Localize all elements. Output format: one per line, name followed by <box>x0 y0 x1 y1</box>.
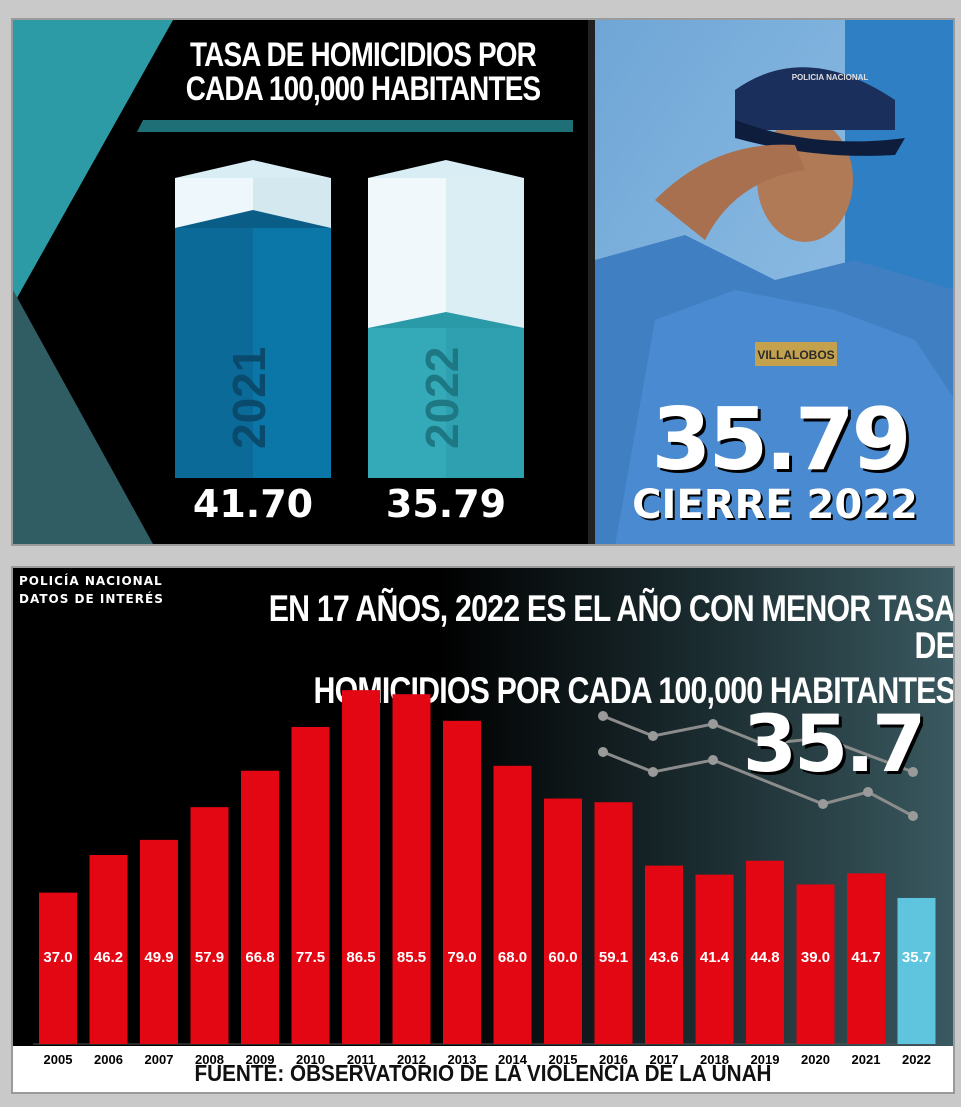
x-tick-2012: 2012 <box>397 1052 426 1067</box>
bar-value-label-2022: 35.7 <box>902 949 931 966</box>
bar-value-label-2005: 37.0 <box>43 949 72 966</box>
teal-lower-shape <box>13 290 153 544</box>
teal-corner-shape <box>13 20 173 305</box>
bar-value-label-2013: 79.0 <box>447 949 476 966</box>
bar-2005 <box>39 892 77 1044</box>
value-2022: 35.79 <box>385 482 507 526</box>
bar-2009 <box>241 770 279 1044</box>
year-label-2022: 2022 <box>416 346 468 449</box>
column-2021 <box>175 160 331 496</box>
x-tick-2009: 2009 <box>246 1052 275 1067</box>
value-2021: 41.70 <box>192 482 314 526</box>
bar-value-label-2008: 57.9 <box>195 949 224 966</box>
column-2022 <box>368 160 524 478</box>
police-officer-photo: VILLALOBOS POLICIA NACIONAL 35.79 CIERRE… <box>595 20 953 544</box>
bar-2007 <box>140 839 178 1044</box>
bar-2011 <box>342 690 380 1044</box>
corner-line2: DATOS DE INTERÉS <box>19 592 164 606</box>
bar-value-label-2006: 46.2 <box>94 949 123 966</box>
bar-value-label-2015: 60.0 <box>548 949 577 966</box>
x-tick-2019: 2019 <box>751 1052 780 1067</box>
nametag-text: VILLALOBOS <box>757 348 834 362</box>
bar-value-label-2018: 41.4 <box>700 949 730 966</box>
x-tick-2016: 2016 <box>599 1052 628 1067</box>
bar-2016 <box>594 802 633 1044</box>
x-tick-2007: 2007 <box>145 1052 174 1067</box>
bar-value-label-2012: 85.5 <box>397 949 426 966</box>
corner-label: POLICÍA NACIONAL DATOS DE INTERÉS <box>19 572 164 608</box>
title-underline-bar <box>137 120 573 132</box>
highlight-value: 35.79 <box>651 390 911 490</box>
bar-value-label-2009: 66.8 <box>245 949 274 966</box>
bottom-highlight-value: 35.7 <box>742 700 926 790</box>
bottom-panel: POLICÍA NACIONAL DATOS DE INTERÉS EN 17 … <box>11 566 955 1094</box>
bar-value-label-2017: 43.6 <box>649 949 678 966</box>
top-panel: TASA DE HOMICIDIOS POR CADA 100,000 HABI… <box>11 18 955 546</box>
x-tick-2020: 2020 <box>801 1052 830 1067</box>
bottom-title-line1: EN 17 AÑOS, 2022 ES EL AÑO CON MENOR TAS… <box>268 588 955 666</box>
bar-value-label-2007: 49.9 <box>144 949 173 966</box>
officer-illustration: VILLALOBOS POLICIA NACIONAL <box>595 20 953 544</box>
corner-line1: POLICÍA NACIONAL <box>19 574 163 588</box>
top-title-line2: CADA 100,000 HABITANTES <box>185 70 541 108</box>
bar-2021 <box>847 873 885 1044</box>
panel-divider <box>588 20 596 544</box>
x-tick-2018: 2018 <box>700 1052 729 1067</box>
bar-2013 <box>443 720 481 1044</box>
bar-2017 <box>645 865 683 1044</box>
bar-2022 <box>897 897 936 1044</box>
top-panel-background <box>13 20 596 544</box>
bar-value-label-2021: 41.7 <box>851 949 880 966</box>
highlight-caption: CIERRE 2022 <box>632 482 918 528</box>
bar-2006 <box>89 855 128 1044</box>
bar-2019 <box>746 860 784 1044</box>
bar-value-label-2010: 77.5 <box>296 949 325 966</box>
x-tick-2013: 2013 <box>448 1052 477 1067</box>
cap-badge-text: POLICIA NACIONAL <box>792 73 869 82</box>
x-tick-2006: 2006 <box>94 1052 123 1067</box>
x-tick-2011: 2011 <box>347 1052 375 1067</box>
bar-2014 <box>493 765 532 1044</box>
x-tick-2022: 2022 <box>902 1052 931 1067</box>
bar-value-label-2020: 39.0 <box>801 949 830 966</box>
year-label-2021: 2021 <box>223 346 275 449</box>
x-tick-2008: 2008 <box>195 1052 224 1067</box>
bar-2018 <box>695 874 734 1044</box>
bar-2008 <box>190 807 229 1044</box>
axis-band <box>13 1046 953 1092</box>
bar-value-label-2011: 86.5 <box>346 949 375 966</box>
top-title-line1: TASA DE HOMICIDIOS POR <box>190 36 537 74</box>
bar-value-label-2019: 44.8 <box>750 949 779 966</box>
x-tick-2017: 2017 <box>650 1052 679 1067</box>
bar-2015 <box>544 798 582 1044</box>
bar-2012 <box>392 694 431 1044</box>
x-tick-2015: 2015 <box>549 1052 578 1067</box>
homicide-bar-chart: 37.0 46.2 49.9 57.9 66.8 77.5 86.5 85.5 79.0 68.0… <box>13 690 953 1092</box>
bar-value-label-2016: 59.1 <box>599 949 628 966</box>
x-tick-2010: 2010 <box>296 1052 325 1067</box>
bar-2010 <box>291 726 330 1044</box>
x-tick-2005: 2005 <box>44 1052 73 1067</box>
x-tick-2014: 2014 <box>498 1052 528 1067</box>
decorative-dots <box>598 711 918 821</box>
x-tick-2021: 2021 <box>852 1052 881 1067</box>
bar-value-label-2014: 68.0 <box>498 949 527 966</box>
bar-2020 <box>796 884 835 1044</box>
source-caption: FUENTE: OBSERVATORIO DE LA VIOLENCIA DE … <box>194 1060 772 1086</box>
top-title: TASA DE HOMICIDIOS POR CADA 100,000 HABI… <box>174 38 551 106</box>
